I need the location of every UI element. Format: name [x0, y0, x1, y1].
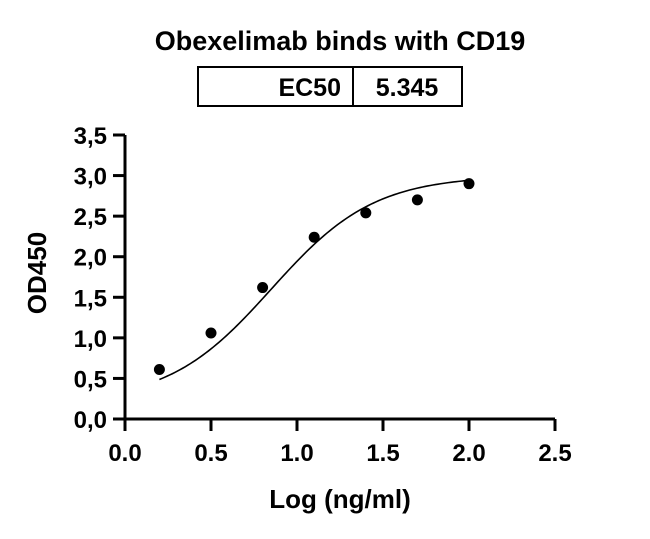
x-tick-label: 2.0	[452, 440, 485, 467]
ec50-table: EC50 5.345	[197, 66, 463, 107]
data-point	[463, 178, 475, 190]
data-point	[257, 282, 269, 294]
y-tick-label: 3,5	[74, 123, 107, 150]
x-tick-label: 1.5	[366, 440, 399, 467]
ec50-label: EC50	[278, 74, 341, 102]
ec50-table-border	[197, 66, 463, 107]
fit-curve	[159, 179, 470, 381]
data-point	[205, 327, 217, 339]
y-tick-label: 0,0	[74, 407, 107, 434]
y-tick-label: 1,0	[74, 326, 107, 353]
y-tick-label: 0,5	[74, 366, 107, 393]
x-tick-label: 0.5	[194, 440, 227, 467]
y-tick-label: 3,0	[74, 164, 107, 191]
y-tick-label: 2,0	[74, 245, 107, 272]
x-tick-label: 1.0	[280, 440, 313, 467]
plot-area: 0.0 0.5 1.0 1.5 2.0 2.5 0,0 0,5 1,0 1,5 2,0 2,5 3,0 3…	[74, 123, 572, 467]
x-tick-label: 0.0	[108, 440, 141, 467]
ec50-value: 5.345	[376, 74, 439, 102]
y-tick-label: 1,5	[74, 285, 107, 312]
data-point	[360, 207, 372, 219]
y-axis-label: OD450	[22, 232, 52, 314]
x-tick-label: 2.5	[538, 440, 571, 467]
data-point	[411, 194, 423, 206]
y-tick-label: 2,5	[74, 204, 107, 231]
chart-title: Obexelimab binds with CD19	[155, 26, 526, 56]
data-point	[153, 364, 165, 376]
data-point	[308, 231, 320, 243]
x-axis-label: Log (ng/ml)	[269, 484, 411, 514]
